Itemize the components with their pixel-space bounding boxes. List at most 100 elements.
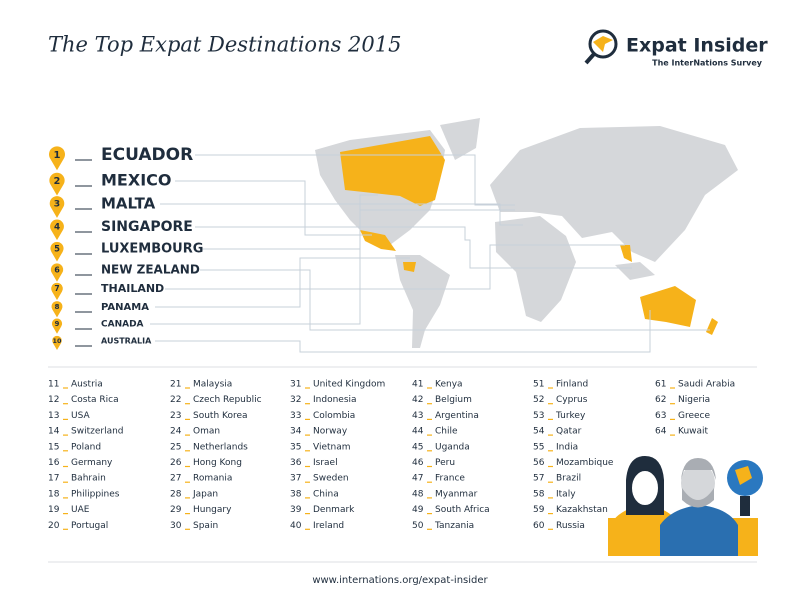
rank-number: 20	[48, 521, 60, 531]
country-name: Philippines	[71, 489, 120, 499]
country-name: Hungary	[193, 505, 232, 515]
country-name: India	[556, 442, 578, 452]
rank-pin	[51, 318, 63, 334]
country-name: Netherlands	[193, 442, 248, 452]
rank-pin	[48, 146, 65, 171]
rank-pin	[51, 301, 63, 318]
rank-number: 15	[48, 442, 59, 452]
rank-number: 39	[290, 505, 302, 515]
rank-number: 9	[55, 320, 60, 328]
country-name: Tanzania	[434, 521, 474, 531]
country-name: Cyprus	[556, 395, 588, 405]
rank-number: 33	[290, 411, 301, 421]
rank-pin	[50, 219, 64, 241]
rank-number: 21	[170, 380, 181, 390]
rank-number: 58	[533, 489, 545, 499]
new-zealand-highlight	[706, 318, 718, 335]
rank-number: 41	[412, 380, 423, 390]
rank-pin	[50, 263, 64, 282]
rank-number: 25	[170, 442, 181, 452]
country-name: LUXEMBOURG	[101, 242, 203, 257]
rank-number: 10	[53, 337, 62, 345]
rank-number: 47	[412, 474, 423, 484]
country-name: Qatar	[556, 427, 582, 437]
thailand-highlight	[620, 245, 632, 262]
rank-number: 27	[170, 474, 181, 484]
country-name: China	[313, 489, 339, 499]
rank-number: 34	[290, 427, 302, 437]
rank-number: 22	[170, 395, 181, 405]
rank-pin	[50, 241, 64, 262]
country-name: Kuwait	[678, 427, 709, 437]
rank-number: 45	[412, 442, 423, 452]
country-name: Kazakhstan	[556, 505, 608, 515]
footer-url: www.internations.org/expat-insider	[312, 575, 488, 586]
rank-number: 62	[655, 395, 666, 405]
rank-number: 1	[54, 150, 61, 161]
country-name: Japan	[192, 489, 218, 499]
connector-lines	[150, 154, 710, 353]
rank-number: 63	[655, 411, 666, 421]
country-name: South Africa	[435, 505, 490, 515]
country-name: ECUADOR	[101, 145, 193, 165]
country-name: Oman	[193, 427, 220, 437]
country-name: Saudi Arabia	[678, 380, 735, 390]
logo-icon-handle	[584, 52, 596, 65]
rank-number: 48	[412, 489, 424, 499]
rank-number: 60	[533, 521, 545, 531]
rank-number: 40	[290, 521, 302, 531]
country-name: Uganda	[435, 442, 470, 452]
rank-number: 49	[412, 505, 424, 515]
rank-number: 2	[54, 176, 61, 187]
country-name: Hong Kong	[193, 458, 242, 468]
country-name: Ireland	[313, 521, 344, 531]
country-name: Nigeria	[678, 395, 710, 405]
country-name: Switzerland	[71, 427, 124, 437]
ecuador-highlight	[403, 262, 416, 272]
logo-icon	[588, 29, 618, 59]
country-name: South Korea	[193, 411, 248, 421]
country-name: Portugal	[71, 521, 108, 531]
rank-number: 5	[54, 244, 60, 254]
country-name: United Kingdom	[313, 380, 385, 390]
logo-name: Expat Insider	[626, 35, 768, 57]
country-name: Brazil	[556, 474, 581, 484]
rank-number: 61	[655, 380, 666, 390]
rank-number: 12	[48, 395, 59, 405]
rank-number: 4	[54, 223, 60, 233]
country-name: Poland	[71, 442, 101, 452]
country-name: Greece	[678, 411, 710, 421]
country-name: Colombia	[313, 411, 355, 421]
country-name: Malaysia	[193, 380, 232, 390]
rank-number: 30	[170, 521, 182, 531]
rank-number: 59	[533, 505, 545, 515]
country-name: Bahrain	[71, 474, 106, 484]
logo: Expat Insider The InterNations Survey	[584, 29, 768, 68]
people-illustration	[608, 456, 763, 556]
country-name: Indonesia	[313, 395, 357, 405]
rank-pin	[49, 196, 65, 218]
rank-number: 55	[533, 442, 544, 452]
rank-number: 32	[290, 395, 301, 405]
rank-number: 44	[412, 427, 424, 437]
country-name: Spain	[193, 521, 218, 531]
country-name: MEXICO	[101, 171, 171, 190]
rank-number: 29	[170, 505, 182, 515]
country-name: Peru	[435, 458, 455, 468]
rank-number: 37	[290, 474, 301, 484]
rank-number: 26	[170, 458, 182, 468]
rank-number: 11	[48, 380, 59, 390]
country-name: Argentina	[435, 411, 479, 421]
indonesia	[615, 262, 655, 280]
rank-number: 16	[48, 458, 60, 468]
world-map	[150, 118, 738, 353]
country-name: Denmark	[313, 505, 355, 515]
country-name: AUSTRALIA	[101, 337, 152, 346]
rank-pin	[52, 335, 62, 351]
rank-number: 13	[48, 411, 59, 421]
country-name: Romania	[193, 474, 232, 484]
rank-number: 31	[290, 380, 301, 390]
rank-number: 64	[655, 427, 667, 437]
rank-pin	[49, 172, 65, 196]
